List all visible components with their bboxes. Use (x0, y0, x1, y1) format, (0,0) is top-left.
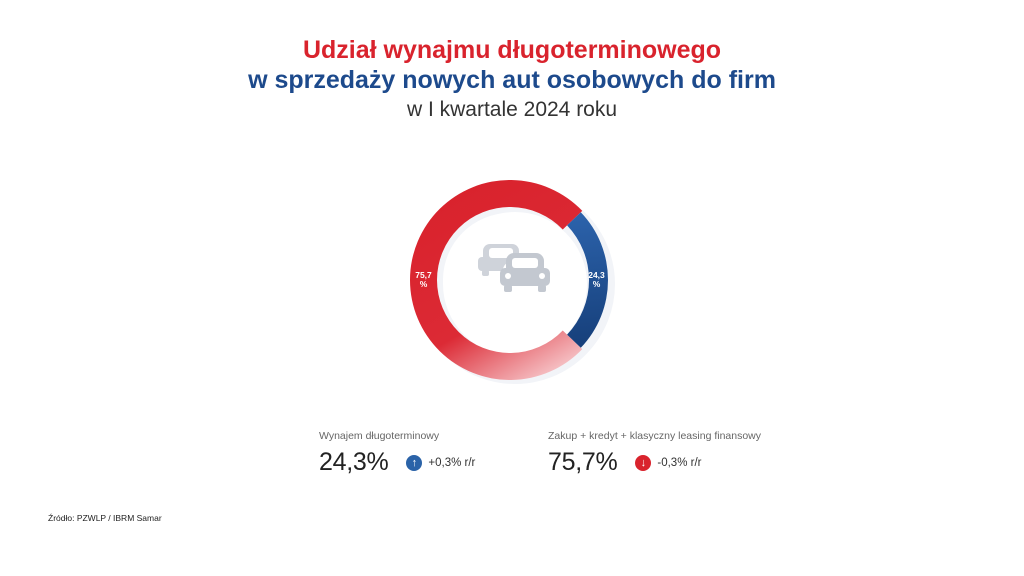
title-line-2: w sprzedaży nowych aut osobowych do firm (248, 66, 776, 94)
legend-value: 24,3% (319, 448, 389, 476)
source-note: Źródło: PZWLP / IBRM Samar (48, 513, 162, 523)
legend-value: 75,7% (548, 448, 618, 476)
legend-delta: +0,3% r/r (428, 456, 476, 469)
slice-label-blue: 24,3% (588, 270, 605, 289)
legend-delta: -0,3% r/r (657, 456, 702, 469)
slice-zakup-leasing (409, 180, 583, 380)
two-cars-icon (478, 244, 550, 292)
arrow-up-icon: ↑ (406, 454, 423, 471)
arrow-down-icon: ↓ (635, 454, 652, 471)
legend-item-zakup: Zakup + kredyt + klasyczny leasing finan… (548, 430, 761, 477)
legend-label: Wynajem długoterminowy (319, 430, 440, 442)
legend-item-wynajem: Wynajem długoterminowy 24,3% ↑ +0,3% r/r (319, 430, 475, 477)
donut-chart: 75,7% 24,3% (409, 180, 615, 384)
slice-wynajem-dlugoterminowy (567, 212, 608, 348)
slice-label-red: 75,7% (415, 270, 432, 289)
legend-label: Zakup + kredyt + klasyczny leasing finan… (548, 430, 762, 442)
title-line-1: Udział wynajmu długoterminowego (302, 36, 722, 64)
title-line-3: w I kwartale 2024 roku (406, 98, 618, 121)
